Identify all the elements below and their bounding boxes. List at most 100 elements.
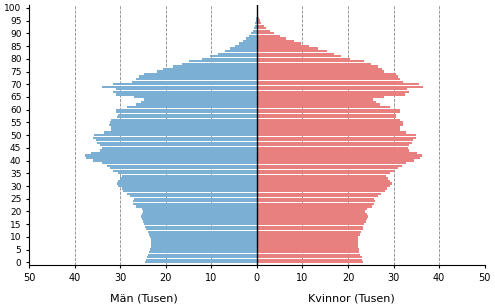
Bar: [257, 106, 391, 108]
Bar: [257, 149, 409, 152]
Bar: [257, 251, 359, 253]
Bar: [257, 63, 371, 65]
Bar: [257, 233, 360, 235]
Bar: [257, 14, 258, 17]
Bar: [257, 25, 264, 27]
Bar: [142, 218, 257, 220]
Bar: [144, 210, 257, 213]
Bar: [256, 20, 257, 22]
Bar: [257, 190, 385, 192]
Bar: [144, 73, 257, 75]
Bar: [254, 27, 257, 29]
Bar: [111, 126, 257, 129]
Bar: [257, 111, 400, 113]
Bar: [257, 218, 367, 220]
Bar: [257, 253, 360, 256]
Bar: [218, 52, 257, 55]
Bar: [239, 42, 257, 45]
Bar: [257, 70, 385, 73]
Bar: [257, 223, 364, 225]
Bar: [257, 259, 362, 261]
Bar: [116, 109, 257, 111]
Bar: [257, 261, 363, 264]
Bar: [257, 142, 412, 144]
Bar: [257, 162, 406, 164]
Bar: [257, 78, 400, 80]
Bar: [257, 37, 287, 40]
Bar: [257, 27, 266, 29]
Bar: [257, 243, 357, 246]
Bar: [102, 86, 257, 88]
Bar: [257, 17, 259, 19]
Bar: [116, 116, 257, 118]
Bar: [257, 210, 365, 213]
Bar: [257, 73, 396, 75]
Bar: [122, 175, 257, 177]
Bar: [156, 70, 257, 73]
Bar: [134, 96, 257, 98]
Bar: [257, 65, 378, 68]
Bar: [257, 50, 328, 52]
Bar: [150, 236, 257, 238]
Bar: [150, 249, 257, 251]
Bar: [163, 68, 257, 70]
Bar: [257, 172, 391, 174]
Bar: [255, 25, 257, 27]
Bar: [142, 213, 257, 215]
Bar: [93, 160, 257, 162]
Bar: [142, 208, 257, 210]
Bar: [104, 131, 257, 134]
Bar: [257, 137, 416, 139]
Bar: [120, 177, 257, 180]
Bar: [257, 126, 400, 129]
Bar: [257, 228, 362, 230]
Text: Kvinnor (Tusen): Kvinnor (Tusen): [308, 294, 395, 304]
Bar: [257, 175, 386, 177]
Bar: [99, 149, 257, 152]
Bar: [257, 256, 362, 258]
Bar: [257, 144, 409, 146]
Bar: [257, 116, 396, 118]
Bar: [257, 134, 416, 136]
Bar: [247, 37, 257, 40]
Bar: [118, 114, 257, 116]
Bar: [118, 172, 257, 174]
Bar: [257, 177, 388, 180]
Bar: [127, 106, 257, 108]
Bar: [130, 195, 257, 197]
Bar: [257, 109, 400, 111]
Bar: [257, 139, 413, 141]
Bar: [251, 32, 257, 34]
Bar: [257, 52, 334, 55]
Bar: [257, 241, 357, 243]
Bar: [257, 187, 387, 190]
Bar: [257, 131, 406, 134]
Bar: [116, 88, 257, 91]
Bar: [145, 223, 257, 225]
Bar: [257, 119, 400, 121]
Bar: [257, 22, 261, 24]
Bar: [225, 50, 257, 52]
Bar: [141, 101, 257, 103]
Bar: [257, 83, 419, 85]
Bar: [257, 48, 318, 50]
Bar: [173, 65, 257, 68]
Bar: [257, 170, 395, 172]
Bar: [257, 35, 280, 37]
Bar: [257, 198, 374, 200]
Bar: [257, 154, 422, 157]
Bar: [257, 124, 402, 126]
Bar: [257, 215, 368, 218]
Bar: [133, 203, 257, 205]
Bar: [257, 88, 407, 91]
Bar: [257, 192, 381, 195]
Bar: [85, 154, 257, 157]
Bar: [257, 121, 402, 124]
Bar: [136, 205, 257, 207]
Bar: [148, 253, 257, 256]
Bar: [255, 22, 257, 24]
Bar: [127, 192, 257, 195]
Bar: [257, 180, 390, 182]
Bar: [141, 215, 257, 218]
Bar: [257, 58, 350, 60]
